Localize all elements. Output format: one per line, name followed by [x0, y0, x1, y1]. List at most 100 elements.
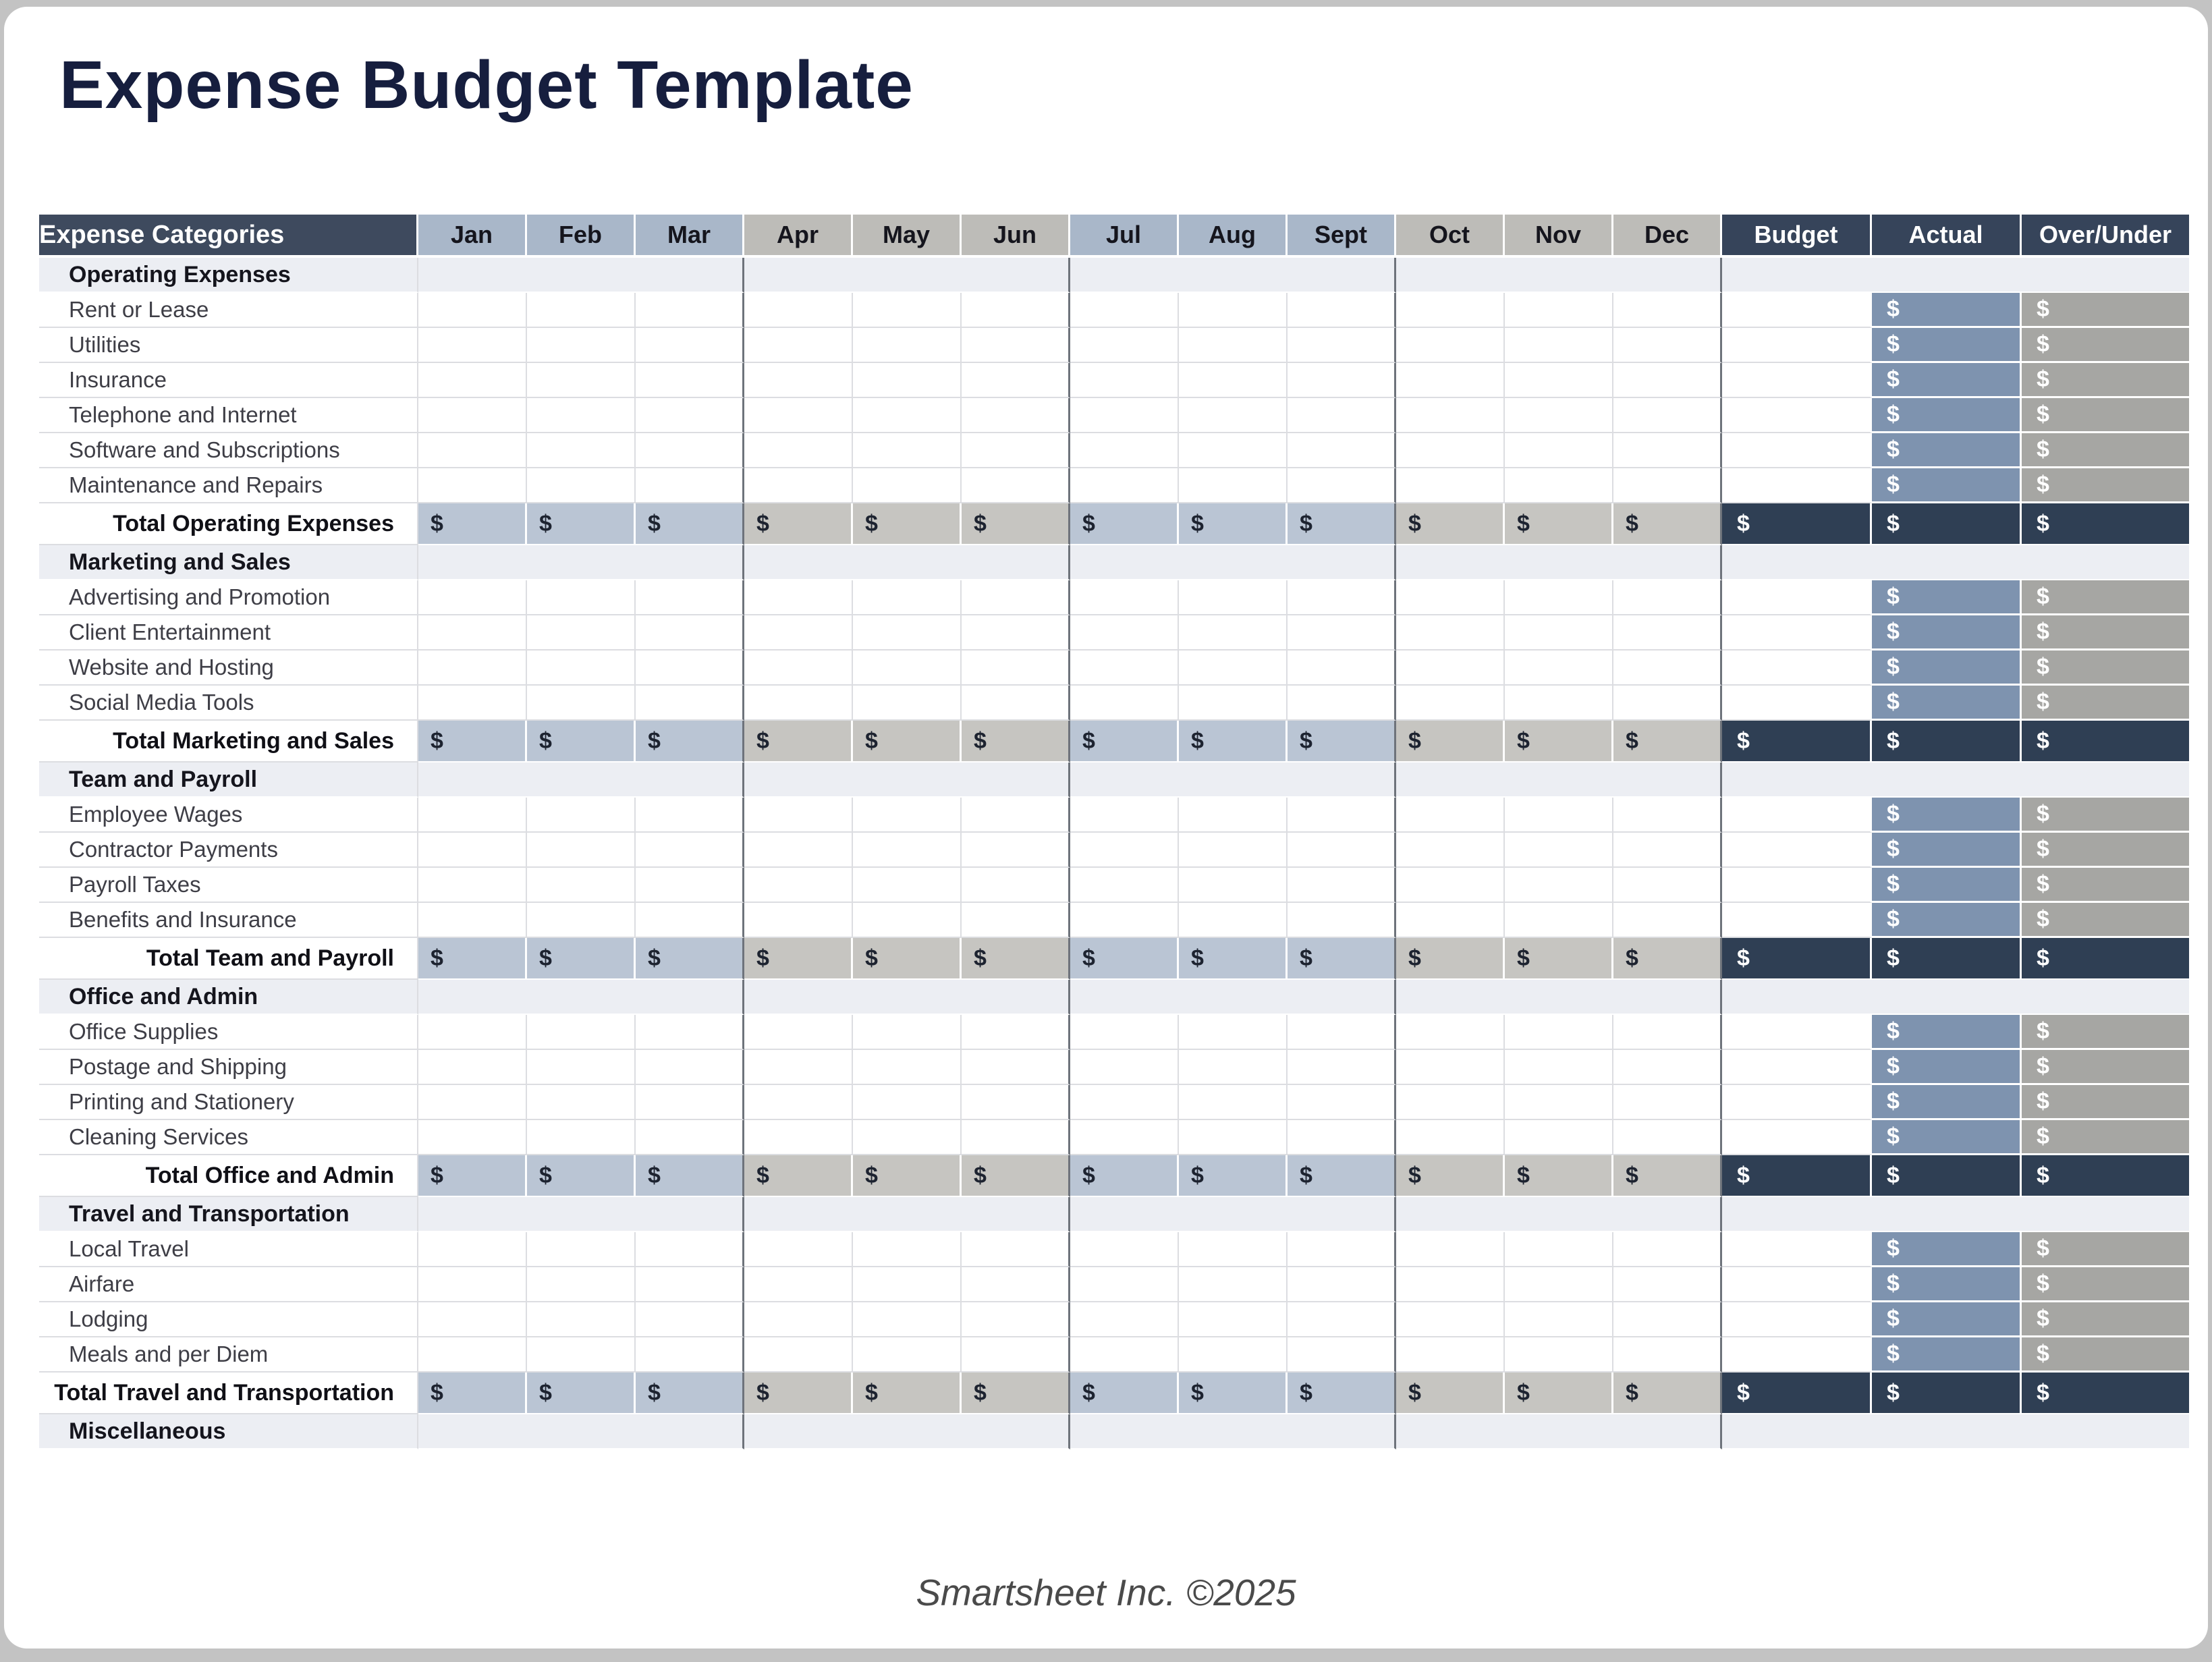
currency-symbol: $ — [1887, 1379, 1900, 1406]
total-month-cell: $- — [636, 938, 744, 980]
total-month-cell: $- — [1505, 721, 1613, 763]
month-amount-cell — [1070, 868, 1179, 903]
budget-amount-cell — [1722, 686, 1872, 721]
amount-cell-content: $- — [2022, 686, 2189, 719]
month-amount-cell — [1613, 686, 1722, 721]
budget-amount-cell — [1722, 293, 1872, 328]
section-month-cell — [1288, 1414, 1396, 1449]
currency-symbol: $ — [1737, 510, 1750, 536]
month-amount-cell — [527, 580, 636, 615]
month-amount-cell — [1613, 328, 1722, 363]
month-amount-cell — [853, 798, 962, 833]
section-month-cell — [1179, 763, 1288, 798]
currency-symbol: $ — [1626, 727, 1638, 754]
section-summary-cell — [1722, 1414, 1872, 1449]
section-summary-cell — [1722, 763, 1872, 798]
section-header-row: Office and Admin — [39, 980, 2189, 1015]
section-month-cell — [744, 763, 853, 798]
total-actual-cell: $- — [1872, 1373, 2022, 1414]
expense-row: Office Supplies $-$- — [39, 1015, 2189, 1050]
currency-symbol: $ — [431, 510, 443, 536]
month-amount-cell — [744, 1085, 853, 1120]
month-amount-cell — [1288, 1302, 1396, 1337]
section-month-cell — [1613, 545, 1722, 580]
month-amount-cell — [1396, 580, 1505, 615]
section-summary-cell — [1722, 980, 1872, 1015]
expense-label: Advertising and Promotion — [39, 580, 418, 615]
actual-amount-cell: $- — [1872, 650, 2022, 686]
month-amount-cell — [1179, 1120, 1288, 1155]
month-amount-cell — [418, 1015, 527, 1050]
month-amount-cell — [1505, 1232, 1613, 1267]
month-amount-cell — [962, 1337, 1070, 1373]
month-amount-cell — [744, 686, 853, 721]
month-amount-cell — [1179, 833, 1288, 868]
expense-row: Meals and per Diem $-$- — [39, 1337, 2189, 1373]
month-amount-cell — [1613, 363, 1722, 398]
month-amount-cell — [1070, 363, 1179, 398]
month-amount-cell — [1070, 650, 1179, 686]
section-total-row: Total Travel and Transportation$-$-$-$-$… — [39, 1373, 2189, 1414]
amount-cell-content: $- — [1872, 1015, 2020, 1048]
amount-cell-content: $- — [527, 721, 634, 761]
currency-symbol: $ — [1887, 1018, 1900, 1044]
amount-cell-content: $- — [1872, 328, 2020, 361]
total-budget-cell: $- — [1722, 1155, 1872, 1197]
currency-symbol: $ — [431, 727, 443, 754]
currency-symbol: $ — [1887, 510, 1900, 536]
month-amount-cell — [1396, 1267, 1505, 1302]
currency-symbol: $ — [1887, 906, 1900, 932]
currency-symbol: $ — [1191, 1379, 1204, 1406]
expense-label: Rent or Lease — [39, 293, 418, 328]
month-amount-cell — [853, 468, 962, 503]
actual-amount-cell: $- — [1872, 363, 2022, 398]
currency-symbol: $ — [2037, 401, 2049, 427]
currency-symbol: $ — [431, 1162, 443, 1188]
amount-cell-content: $- — [1872, 1232, 2020, 1265]
column-header-oct: Oct — [1396, 215, 1505, 258]
budget-amount-cell — [1722, 433, 1872, 468]
page-title: Expense Budget Template — [59, 47, 914, 123]
section-total-label: Total Travel and Transportation — [39, 1373, 418, 1414]
currency-symbol: $ — [756, 945, 769, 971]
month-amount-cell — [1505, 903, 1613, 938]
currency-symbol: $ — [539, 945, 552, 971]
section-header-row: Marketing and Sales — [39, 545, 2189, 580]
currency-symbol: $ — [865, 945, 878, 971]
month-amount-cell — [418, 1232, 527, 1267]
month-amount-cell — [1070, 328, 1179, 363]
section-summary-cell — [2022, 980, 2189, 1015]
currency-symbol: $ — [648, 510, 661, 536]
month-amount-cell — [636, 293, 744, 328]
section-summary-cell — [2022, 1197, 2189, 1232]
currency-symbol: $ — [974, 1162, 987, 1188]
currency-symbol: $ — [756, 1379, 769, 1406]
currency-symbol: $ — [2037, 689, 2049, 715]
amount-cell-content: $- — [1179, 503, 1285, 544]
currency-symbol: $ — [974, 945, 987, 971]
total-month-cell: $- — [1613, 503, 1722, 545]
month-amount-cell — [527, 468, 636, 503]
currency-symbol: $ — [2037, 945, 2049, 971]
currency-symbol: $ — [1408, 945, 1421, 971]
amount-cell-content: $- — [1872, 1267, 2020, 1300]
expense-label: Postage and Shipping — [39, 1050, 418, 1085]
currency-symbol: $ — [756, 1162, 769, 1188]
actual-amount-cell: $- — [1872, 1302, 2022, 1337]
currency-symbol: $ — [2037, 437, 2049, 462]
budget-amount-cell — [1722, 1232, 1872, 1267]
over-under-amount-cell: $- — [2022, 650, 2189, 686]
month-amount-cell — [527, 398, 636, 433]
section-total-row: Total Office and Admin$-$-$-$-$-$-$-$-$-… — [39, 1155, 2189, 1197]
month-amount-cell — [1179, 903, 1288, 938]
section-header-row: Team and Payroll — [39, 763, 2189, 798]
currency-symbol: $ — [2037, 1306, 2049, 1331]
total-over-under-cell: $- — [2022, 938, 2189, 980]
column-header-aug: Aug — [1179, 215, 1288, 258]
month-amount-cell — [1179, 1302, 1288, 1337]
amount-cell-content: $- — [2022, 1337, 2189, 1370]
amount-cell-content: $- — [418, 721, 525, 761]
expense-label: Utilities — [39, 328, 418, 363]
month-amount-cell — [636, 1015, 744, 1050]
month-amount-cell — [1396, 1337, 1505, 1373]
